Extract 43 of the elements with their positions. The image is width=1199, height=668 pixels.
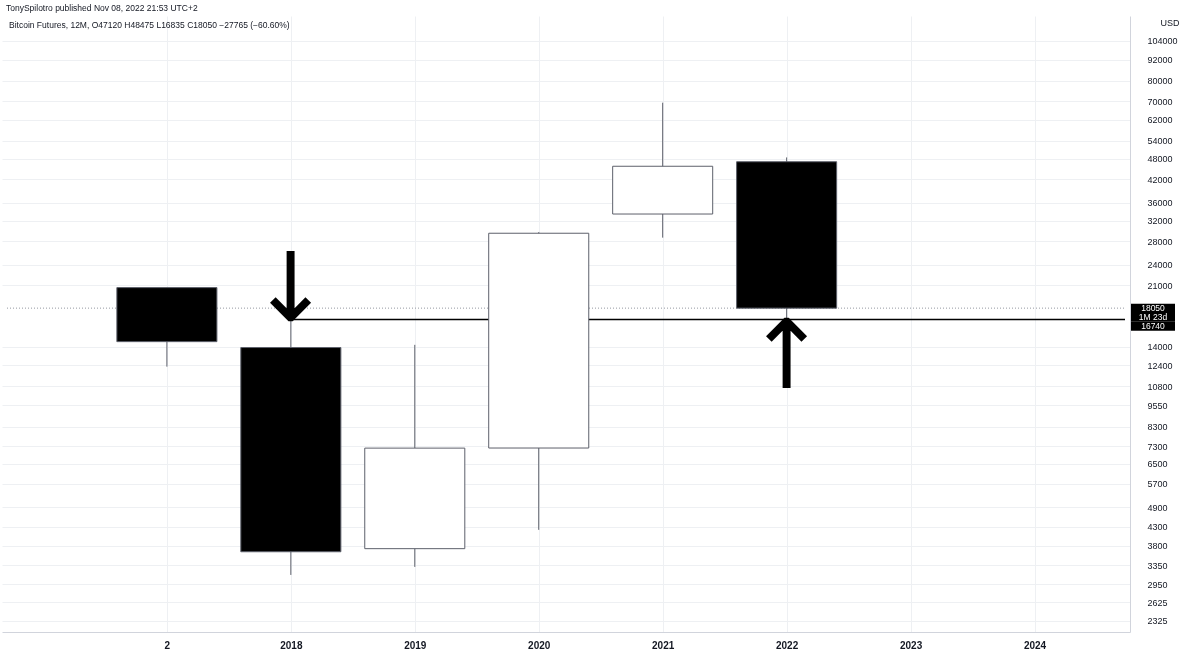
ref-line-label: 18050 1M 23d xyxy=(1138,303,1168,323)
y-tick-label: 24000 xyxy=(1147,260,1173,271)
y-tick-label: 14000 xyxy=(1147,342,1173,353)
y-tick-label: 2625 xyxy=(1147,597,1168,608)
y-tick-label: 48000 xyxy=(1147,154,1173,165)
y-tick-label: 21000 xyxy=(1147,280,1173,291)
y-tick-label: 36000 xyxy=(1147,198,1173,209)
y-tick-label: 7300 xyxy=(1147,441,1168,452)
y-tick-label: 3800 xyxy=(1147,541,1168,552)
x-tick-label: 2021 xyxy=(652,639,675,651)
y-tick-label: 4300 xyxy=(1147,522,1168,533)
y-tick-label: 70000 xyxy=(1147,96,1173,107)
y-tick-label: 4900 xyxy=(1147,502,1168,513)
x-tick-label: 2022 xyxy=(776,639,799,651)
x-tick-label: 2019 xyxy=(404,639,427,651)
y-tick-label: 3350 xyxy=(1147,560,1168,571)
y-tick-label: 10800 xyxy=(1147,381,1173,392)
x-tick-label: 2020 xyxy=(528,639,551,651)
x-tick-label: 2018 xyxy=(280,639,303,651)
y-tick-label: 2950 xyxy=(1147,579,1168,590)
x-tick-label: 2024 xyxy=(1023,639,1047,651)
y-tick-label: 12400 xyxy=(1147,360,1173,371)
y-tick-label: 2325 xyxy=(1147,616,1168,627)
y-tick-label: 32000 xyxy=(1147,216,1173,227)
y-tick-label: 9550 xyxy=(1147,400,1168,411)
y-tick-label: 42000 xyxy=(1147,174,1173,185)
x-tick-label: 2023 xyxy=(899,639,923,651)
annotation: ↑ xyxy=(746,298,827,411)
y-tick-label: 62000 xyxy=(1147,115,1173,126)
y-tick-label: 104000 xyxy=(1147,36,1178,47)
x-tick-label: 2 xyxy=(164,639,171,651)
y-tick-label: 28000 xyxy=(1147,236,1173,247)
y-tick-label: 80000 xyxy=(1147,76,1173,87)
y-tick-label: 8300 xyxy=(1147,422,1168,433)
y-tick-label: 6500 xyxy=(1147,459,1168,470)
ref-line-label: 16740 xyxy=(1141,321,1166,332)
y-tick-label: 92000 xyxy=(1147,55,1173,66)
y-tick-label: 54000 xyxy=(1147,136,1173,147)
chart-title: Bitcoin Futures, 12M, O47120 H48475 L16835 C18050 −27765 (−60.60%) xyxy=(9,19,290,30)
y-axis-title: USD xyxy=(1160,17,1180,28)
y-tick-label: 5700 xyxy=(1147,479,1168,490)
annotation: ↓ xyxy=(250,231,332,344)
text: TonySpilotro published Nov 08, 2022 21:53 UTC+2 xyxy=(6,3,198,13)
